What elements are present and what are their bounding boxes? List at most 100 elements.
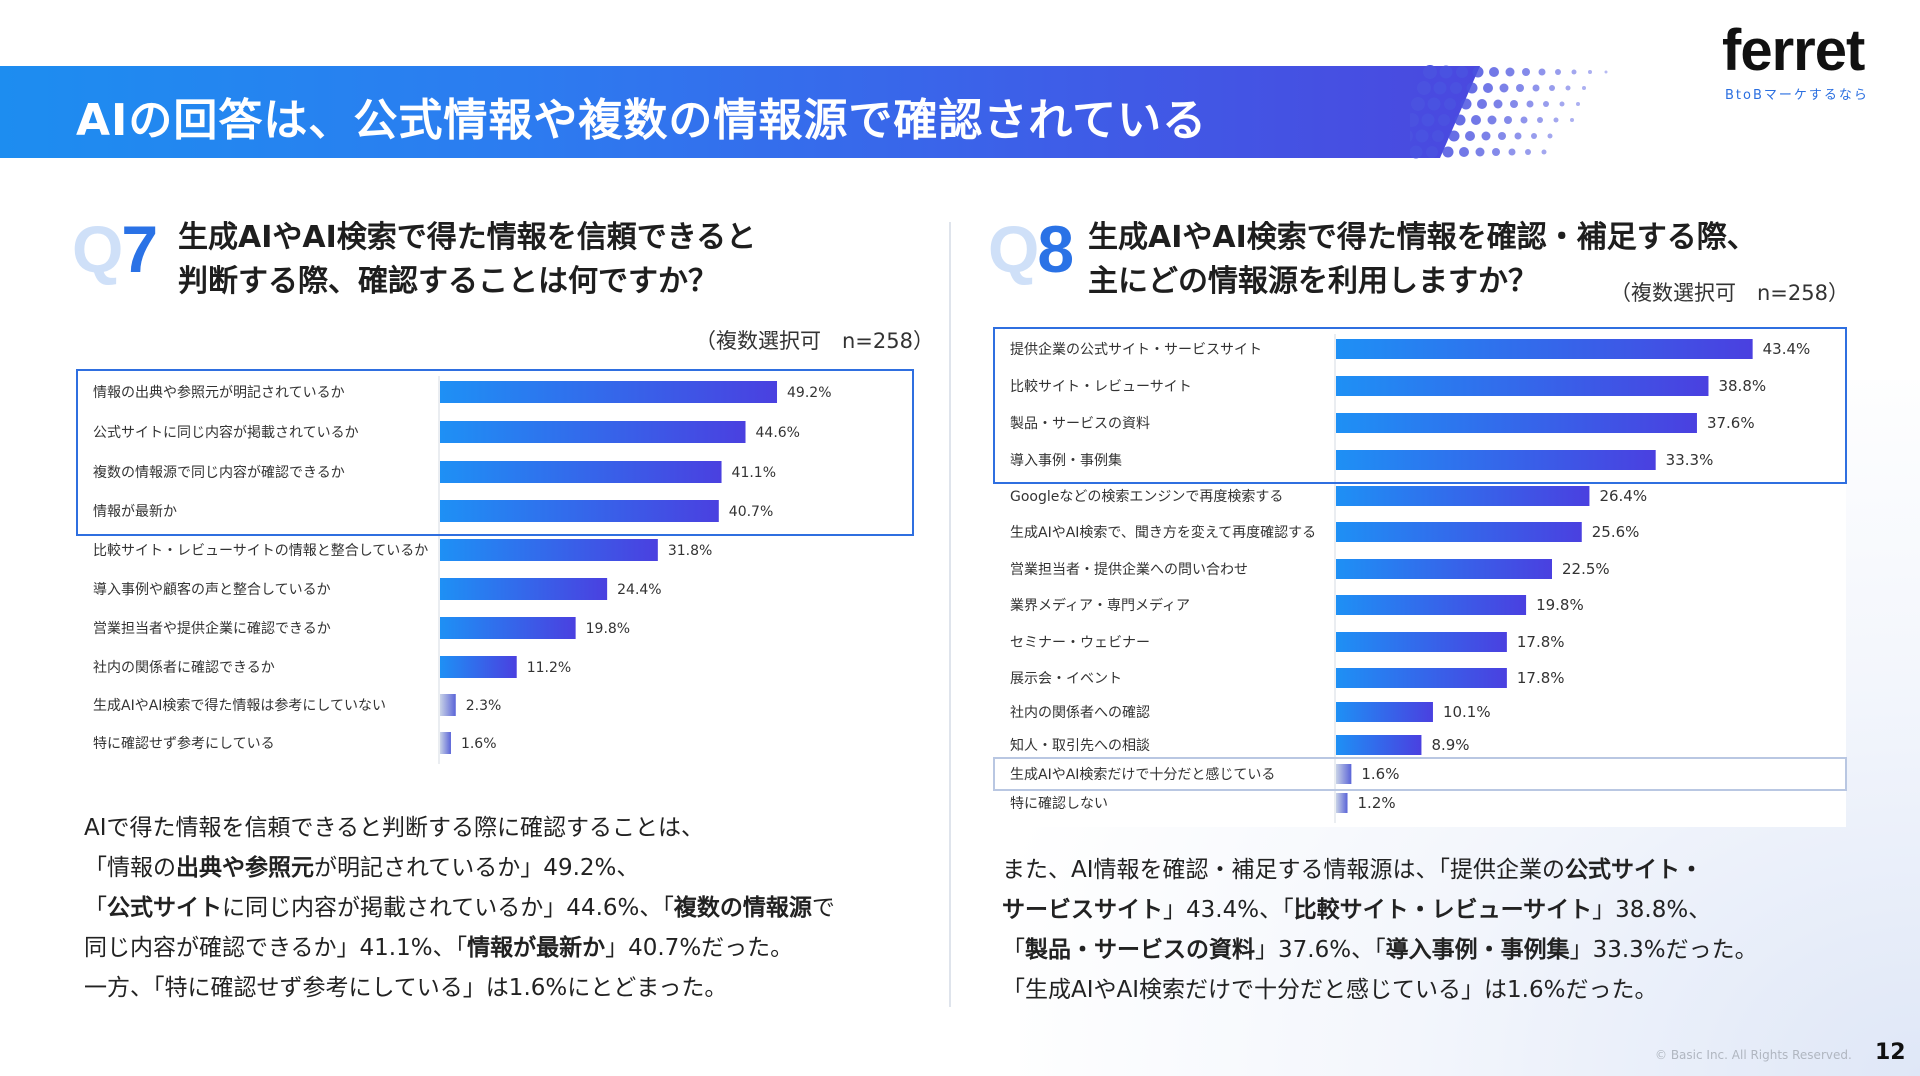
- bar: [1336, 668, 1507, 688]
- category-label: 情報の出典や参照元が明記されているか: [93, 384, 345, 401]
- decoration-dot: [1460, 98, 1472, 110]
- decoration-dot: [1475, 147, 1485, 157]
- bar: [440, 578, 608, 600]
- summary-emphasis: 複数の情報源: [673, 895, 812, 921]
- decoration-dot: [1410, 113, 1419, 127]
- summary-emphasis: 公式サイト・: [1565, 857, 1704, 883]
- page-number: 12: [1875, 1040, 1906, 1065]
- decoration-dot: [1466, 82, 1478, 94]
- q8-digit: 8: [1037, 212, 1074, 286]
- decoration-dot: [1576, 102, 1580, 106]
- category-label: セミナー・ウェビナー: [1010, 635, 1150, 651]
- bar: [1336, 376, 1709, 396]
- q8-number: Q8: [988, 216, 1074, 282]
- bar: [1336, 793, 1348, 813]
- decoration-dot: [1423, 65, 1437, 79]
- decoration-dot: [1543, 101, 1549, 107]
- category-label: 特に確認せず参考にしている: [93, 735, 275, 752]
- summary-line: また、AI情報を確認・補足する情報源は、「提供企業の公式サイト・: [1002, 850, 1758, 890]
- category-label: 製品・サービスの資料: [1010, 416, 1150, 432]
- value-label: 1.6%: [1361, 765, 1399, 783]
- bar: [440, 732, 451, 754]
- value-label: 43.4%: [1763, 340, 1811, 358]
- value-label: 41.1%: [732, 465, 776, 481]
- decoration-dot: [1426, 146, 1438, 158]
- decoration-dot: [1448, 130, 1460, 142]
- decoration-dot: [1570, 118, 1574, 122]
- decoration-dot: [1532, 84, 1540, 92]
- decoration-dot: [1508, 148, 1516, 156]
- q7-letter: Q: [72, 212, 123, 286]
- value-label: 19.8%: [586, 621, 630, 637]
- value-label: 10.1%: [1443, 703, 1491, 721]
- bar: [440, 656, 517, 678]
- summary-line: 「公式サイトに同じ内容が掲載されているか」44.6%、「複数の情報源で: [84, 888, 835, 928]
- summary-emphasis: サービスサイト: [1002, 897, 1163, 923]
- summary-text: が明記されているか」49.2%、: [314, 855, 640, 881]
- highlight-box: [993, 327, 1847, 484]
- category-label: 生成AIやAI検索で、聞き方を変えて再度確認する: [1010, 524, 1316, 541]
- bar: [1336, 486, 1590, 506]
- value-label: 19.8%: [1536, 596, 1584, 614]
- category-label: 業界メディア・専門メディア: [1010, 597, 1190, 614]
- decoration-dot: [1454, 114, 1466, 126]
- q8-question: 生成AIやAI検索で得た情報を確認・補足する際、 主にどの情報源を利用しますか？: [1088, 216, 1757, 304]
- summary-line: 一方、「特に確認せず参考にしている」は1.6%にとどまった。: [84, 968, 835, 1008]
- summary-emphasis: 導入事例・事例集: [1385, 937, 1570, 963]
- q7-number: Q7: [72, 216, 158, 282]
- decoration-dot: [1444, 98, 1456, 110]
- value-label: 2.3%: [466, 698, 502, 714]
- decoration-dot: [1483, 83, 1493, 93]
- value-label: 17.8%: [1517, 633, 1565, 651]
- value-label: 49.2%: [787, 385, 831, 401]
- category-label: 情報が最新か: [93, 504, 177, 520]
- decoration-dot: [1427, 97, 1441, 111]
- summary-text: 」37.6%、「: [1255, 937, 1386, 963]
- bar: [1336, 339, 1753, 359]
- logo-tagline: BtoBマーケするなら: [1725, 88, 1869, 103]
- q8-bar-chart: 提供企業の公式サイト・サービスサイト 43.4% 比較サイト・レビューサイト 38.8…: [993, 327, 1847, 823]
- decoration-dot: [1526, 100, 1534, 108]
- decoration-dot: [1553, 117, 1559, 123]
- decoration-dot: [1520, 116, 1528, 124]
- summary-emphasis: 比較サイト・レビューサイト: [1293, 897, 1593, 923]
- summary-text: 同じ内容が確認できるか」41.1%、「: [84, 935, 468, 961]
- summary-text: 「: [84, 895, 107, 921]
- decoration-dot: [1516, 84, 1524, 92]
- bar: [1336, 632, 1507, 652]
- decoration-dot: [1492, 148, 1500, 156]
- bar: [440, 617, 576, 639]
- decoration-dot: [1559, 101, 1565, 107]
- category-label: Googleなどの検索エンジンで再度検索する: [1010, 488, 1283, 505]
- decoration-dot: [1472, 66, 1484, 78]
- q8-summary: また、AI情報を確認・補足する情報源は、「提供企業の公式サイト・サービスサイト」…: [1002, 850, 1758, 1010]
- summary-text: 」33.3%だった。: [1569, 937, 1758, 963]
- summary-line: 「情報の出典や参照元が明記されているか」49.2%、: [84, 848, 835, 888]
- decoration-dot: [1504, 116, 1512, 124]
- summary-text: AIで得た情報を信頼できると判断する際に確認することは、: [84, 815, 705, 841]
- decoration-dot: [1442, 146, 1454, 158]
- highlight-box: [76, 369, 914, 536]
- value-label: 37.6%: [1707, 414, 1755, 432]
- decoration-dot: [1604, 70, 1608, 74]
- bar: [1336, 735, 1422, 755]
- category-label: 導入事例や顧客の声と整合しているか: [93, 581, 331, 598]
- category-label: 営業担当者や提供企業に確認できるか: [93, 620, 331, 637]
- category-label: 展示会・イベント: [1010, 671, 1122, 687]
- decoration-dot: [1415, 129, 1429, 143]
- value-label: 24.4%: [617, 582, 661, 598]
- decoration-dot: [1481, 131, 1491, 141]
- decoration-dot: [1433, 81, 1447, 95]
- bar: [1336, 413, 1697, 433]
- decoration-dot: [1489, 67, 1499, 77]
- decoration-dot: [1505, 67, 1515, 77]
- category-label: 特に確認しない: [1010, 796, 1108, 812]
- q7-question-line1: 生成AIやAI検索で得た情報を信頼できると: [178, 220, 757, 255]
- value-label: 31.8%: [668, 543, 712, 559]
- bar: [440, 461, 722, 483]
- category-label: 営業担当者・提供企業への問い合わせ: [1010, 561, 1248, 578]
- q7-question-line2: 判断する際、確認することは何ですか？: [178, 264, 718, 299]
- decoration-dot: [1487, 115, 1497, 125]
- bar: [440, 500, 719, 522]
- decoration-dot: [1555, 69, 1561, 75]
